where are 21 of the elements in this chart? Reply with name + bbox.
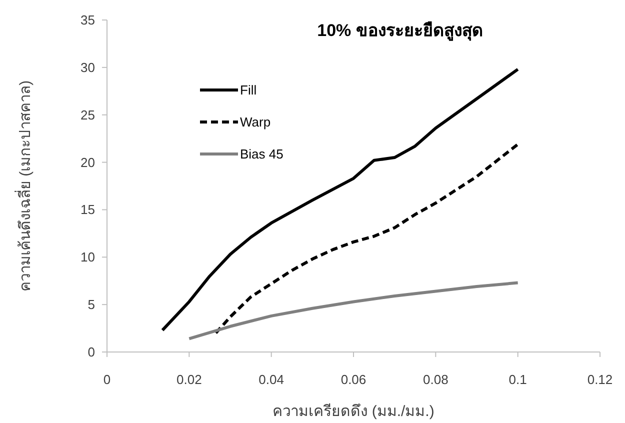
x-tick-label: 0.08 bbox=[423, 372, 448, 387]
x-tick-label: 0.1 bbox=[508, 372, 527, 387]
legend-label: Bias 45 bbox=[240, 146, 284, 162]
legend-label: Warp bbox=[240, 114, 271, 130]
y-tick-label: 30 bbox=[80, 60, 95, 75]
x-axis-title: ความเครียดดึง (มม./มม.) bbox=[272, 403, 434, 420]
y-axis-title: ความเค้นดึงเฉลี่ย (เมกะปาสคาล) bbox=[14, 80, 34, 292]
y-tick-label: 15 bbox=[80, 202, 95, 218]
y-tick-label: 25 bbox=[80, 107, 95, 122]
x-tick-label: 0.06 bbox=[340, 372, 366, 387]
x-tick-label: 0.12 bbox=[587, 372, 613, 387]
y-tick-label: 10 bbox=[80, 250, 95, 265]
y-tick-label: 35 bbox=[80, 12, 95, 28]
x-tick-label: 0.04 bbox=[258, 372, 284, 387]
x-tick-label: 0 bbox=[103, 372, 111, 387]
legend-label: Fill bbox=[240, 82, 257, 98]
chart-title: 10% ของระยะยืดสูงสุด bbox=[317, 20, 483, 42]
y-tick-label: 20 bbox=[80, 154, 95, 170]
y-tick-label: 5 bbox=[88, 297, 95, 312]
y-tick-label: 0 bbox=[88, 344, 95, 360]
x-tick-label: 0.02 bbox=[176, 372, 202, 387]
